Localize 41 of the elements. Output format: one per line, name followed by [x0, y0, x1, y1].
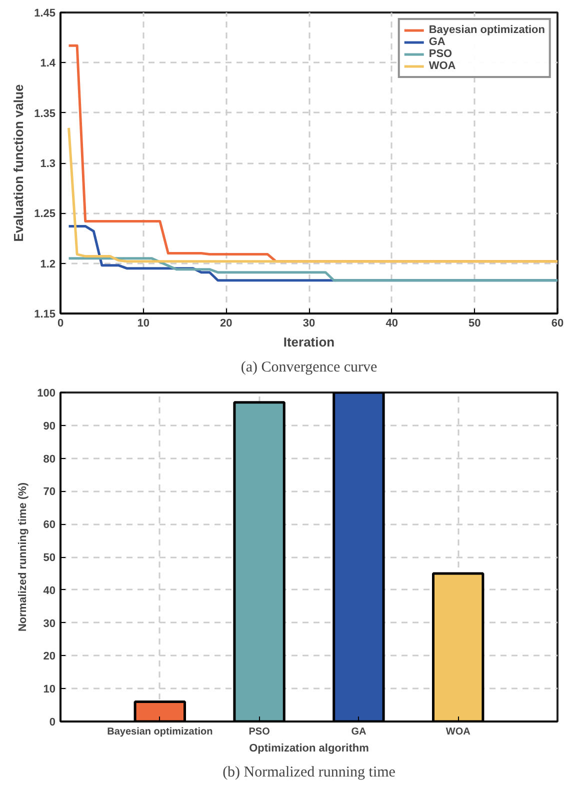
- y-tick-label: 30: [43, 618, 56, 630]
- legend-label: GA: [428, 36, 446, 48]
- x-tick-label: PSO: [248, 726, 270, 738]
- line-series: [68, 126, 558, 263]
- y-tick-label: 1.35: [34, 108, 56, 120]
- x-axis-title: Optimization algorithm: [249, 742, 370, 754]
- y-axis-title: Evaluation function value: [11, 84, 26, 242]
- legend-label: Bayesian optimization: [428, 24, 545, 36]
- y-tick-label: 10: [43, 684, 56, 696]
- x-tick-label: 0: [57, 318, 64, 330]
- y-tick-label: 1.4: [40, 58, 56, 70]
- x-tick-label: GA: [351, 726, 366, 738]
- y-tick-label: 0: [49, 716, 56, 728]
- line-series: [68, 257, 558, 282]
- legend-label: WOA: [428, 60, 456, 72]
- y-tick-label: 1.3: [40, 158, 56, 170]
- x-tick-label: 30: [302, 318, 316, 330]
- y-tick-label: 70: [43, 486, 56, 498]
- text: (a) Convergence curve: [240, 360, 378, 376]
- y-tick-label: 100: [37, 388, 56, 400]
- y-tick-label: 80: [43, 453, 56, 466]
- y-tick-label: 60: [43, 519, 56, 532]
- x-tick-label: 10: [137, 318, 150, 330]
- x-tick-label: 40: [386, 318, 398, 330]
- y-tick-label: 20: [43, 650, 56, 663]
- x-tick-label: WOA: [446, 726, 470, 738]
- text: (b) Normalized running time: [222, 764, 396, 780]
- y-axis-title: Normalized running time (%): [17, 482, 30, 632]
- y-tick-label: 50: [43, 552, 56, 564]
- y-tick-label: 1.2: [40, 258, 56, 270]
- y-tick-label: 40: [43, 584, 56, 597]
- x-axis-title: Iteration: [283, 334, 335, 350]
- y-tick-label: 1.25: [34, 208, 56, 220]
- x-tick-label: 60: [551, 318, 564, 330]
- x-tick-label: 50: [468, 318, 481, 330]
- y-tick-label: 1.45: [34, 8, 56, 20]
- y-tick-label: 1.15: [34, 308, 56, 320]
- y-tick-label: 90: [43, 420, 56, 432]
- legend-label: PSO: [428, 48, 452, 60]
- x-tick-label: 20: [220, 318, 232, 330]
- x-tick-label: Bayesian optimization: [107, 726, 213, 738]
